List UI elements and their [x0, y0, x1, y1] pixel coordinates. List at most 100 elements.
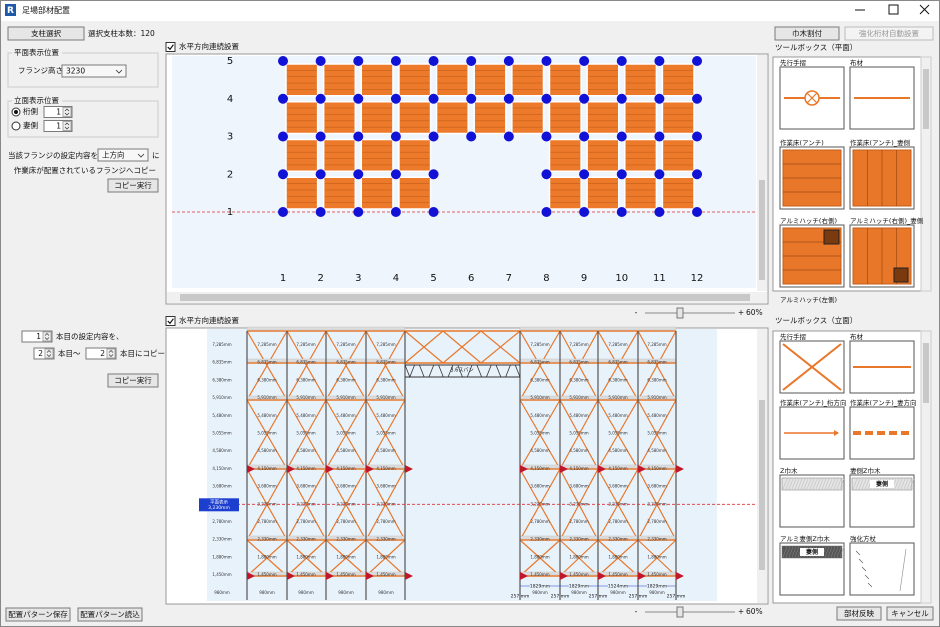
post-node[interactable] [541, 131, 552, 142]
anchor-marker[interactable] [247, 572, 255, 580]
v-scroll-thumb[interactable] [923, 69, 929, 129]
post-node[interactable] [390, 169, 401, 180]
post-node[interactable] [692, 56, 703, 66]
post-node[interactable] [692, 131, 703, 142]
post-node[interactable] [654, 207, 665, 217]
tool-tile[interactable] [779, 146, 845, 210]
tool-tile[interactable] [779, 474, 845, 528]
radio-button[interactable]: 妻側 [11, 120, 38, 131]
post-node[interactable] [654, 131, 665, 142]
save-pattern-button[interactable]: 配置パターン保存 [5, 607, 71, 622]
tool-tile[interactable] [779, 66, 845, 130]
post-node[interactable] [692, 207, 703, 217]
anchor-marker[interactable] [520, 572, 528, 580]
tool-tile[interactable] [849, 146, 915, 210]
post-node[interactable] [390, 56, 401, 66]
post-node[interactable] [428, 56, 439, 66]
elevation-spin[interactable]: 1 [43, 120, 73, 132]
copy-execute-button[interactable]: コピー実行 [107, 178, 159, 193]
maximize-button[interactable] [888, 4, 899, 15]
anchor-marker[interactable] [598, 465, 606, 473]
reinforce-button[interactable]: 強化桁材自動設置 [844, 26, 934, 41]
anchor-marker[interactable] [326, 465, 334, 473]
anchor-marker[interactable] [638, 465, 646, 473]
anchor-marker[interactable] [405, 465, 413, 473]
post-node[interactable] [503, 56, 514, 66]
post-node[interactable] [315, 169, 326, 180]
post-node[interactable] [353, 131, 364, 142]
tool-tile[interactable] [849, 406, 915, 460]
anchor-marker[interactable] [520, 465, 528, 473]
width-board-button[interactable]: 巾木割付 [774, 26, 840, 41]
post-node[interactable] [466, 131, 477, 142]
source-spin[interactable]: 1 [21, 330, 53, 343]
zoom-thumb[interactable] [676, 307, 684, 319]
tool-tile[interactable] [779, 224, 845, 288]
post-node[interactable] [579, 207, 590, 217]
post-node[interactable] [315, 56, 326, 66]
apply-button[interactable]: 部材反映 [836, 606, 882, 621]
post-node[interactable] [579, 131, 590, 142]
v-scroll-thumb[interactable] [759, 180, 765, 280]
tool-tile[interactable] [849, 542, 915, 596]
post-node[interactable] [579, 93, 590, 104]
post-node[interactable] [692, 169, 703, 180]
cancel-button[interactable]: キャンセル [886, 606, 934, 621]
direction-select[interactable]: 上方向 [97, 148, 149, 162]
post-node[interactable] [541, 169, 552, 180]
post-node[interactable] [541, 207, 552, 217]
checkbox[interactable]: 水平方向連続設置 [165, 41, 239, 52]
post-node[interactable] [428, 131, 439, 142]
post-node[interactable] [353, 169, 364, 180]
v-scroll-thumb[interactable] [923, 343, 929, 403]
post-node[interactable] [353, 93, 364, 104]
anchor-marker[interactable] [287, 465, 295, 473]
h-scroll-thumb[interactable] [180, 294, 750, 301]
post-node[interactable] [315, 131, 326, 142]
v-scroll-thumb[interactable] [759, 400, 765, 570]
post-node[interactable] [616, 131, 627, 142]
post-node[interactable] [503, 93, 514, 104]
anchor-marker[interactable] [326, 572, 334, 580]
post-node[interactable] [541, 93, 552, 104]
post-node[interactable] [654, 93, 665, 104]
post-node[interactable] [428, 169, 439, 180]
anchor-marker[interactable] [676, 465, 684, 473]
post-node[interactable] [315, 207, 326, 217]
post-node[interactable] [278, 93, 288, 104]
zoom-thumb[interactable] [676, 606, 684, 618]
post-node[interactable] [278, 169, 288, 180]
anchor-marker[interactable] [598, 572, 606, 580]
post-node[interactable] [466, 93, 477, 104]
post-node[interactable] [390, 131, 401, 142]
flange-height-select[interactable]: 3230 [61, 64, 127, 78]
tool-tile[interactable]: 妻側 [849, 474, 915, 528]
post-node[interactable] [315, 93, 326, 104]
anchor-marker[interactable] [247, 465, 255, 473]
post-node[interactable] [503, 131, 514, 142]
post-node[interactable] [541, 56, 552, 66]
tool-tile[interactable]: 妻側 [779, 542, 845, 596]
post-node[interactable] [428, 207, 439, 217]
post-node[interactable] [579, 56, 590, 66]
elevation-spin[interactable]: 1 [43, 106, 73, 118]
post-node[interactable] [390, 207, 401, 217]
tool-tile[interactable] [849, 340, 915, 394]
select-post-button[interactable]: 支柱選択 [7, 26, 85, 41]
post-node[interactable] [616, 207, 627, 217]
post-node[interactable] [579, 169, 590, 180]
tool-tile[interactable] [849, 66, 915, 130]
copy-execute-button[interactable]: コピー実行 [107, 373, 159, 388]
post-node[interactable] [278, 56, 288, 66]
post-node[interactable] [466, 56, 477, 66]
post-node[interactable] [654, 56, 665, 66]
anchor-marker[interactable] [287, 572, 295, 580]
radio-button[interactable]: 桁側 [11, 106, 38, 117]
anchor-marker[interactable] [560, 465, 568, 473]
close-button[interactable] [919, 4, 930, 15]
tool-tile[interactable] [779, 406, 845, 460]
post-node[interactable] [428, 93, 439, 104]
tool-tile[interactable] [849, 224, 915, 288]
post-node[interactable] [353, 56, 364, 66]
post-node[interactable] [390, 93, 401, 104]
